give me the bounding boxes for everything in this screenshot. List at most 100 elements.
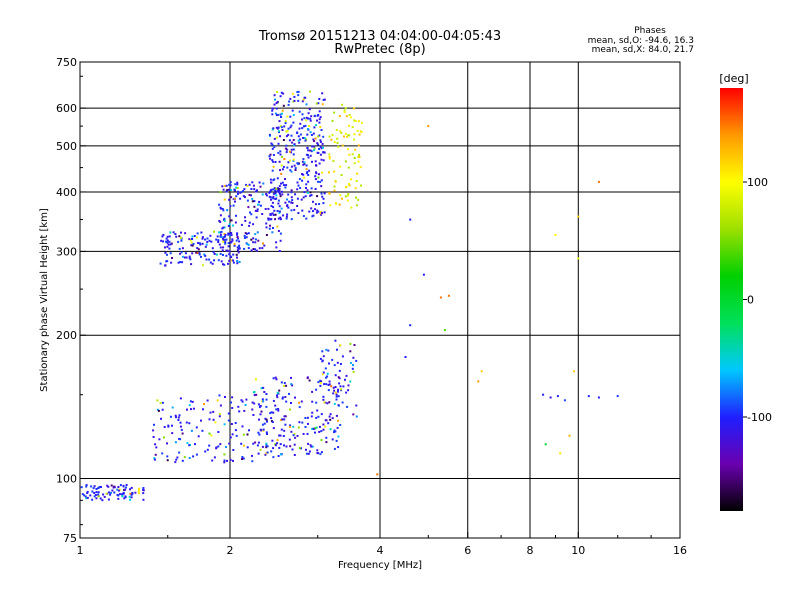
data-point [298,447,301,450]
data-point [301,160,304,163]
data-point [222,226,225,229]
data-point [223,453,226,456]
data-point [130,486,133,489]
data-point [293,99,296,102]
data-point [251,408,254,411]
data-point [280,164,283,167]
data-point [265,405,268,408]
data-point [237,237,240,240]
data-point [409,218,412,221]
y-tick-label: 200 [56,329,77,342]
data-point [327,384,330,386]
data-point [320,147,323,150]
data-point [91,490,94,493]
data-point [271,439,274,442]
data-point [267,218,270,221]
data-point [544,443,547,446]
data-point [309,117,312,120]
data-point [302,433,305,435]
data-point [165,260,168,263]
data-point [97,486,100,489]
data-point [129,492,132,495]
data-point [310,134,313,136]
data-point [315,102,318,105]
data-point [200,419,202,422]
data-point [274,161,277,163]
data-point [85,497,88,500]
data-point [319,145,322,148]
data-point [351,367,354,370]
data-point [138,487,141,490]
data-point [354,120,357,123]
data-point [278,188,281,190]
data-point [101,499,104,502]
data-point [256,444,259,447]
data-point [270,188,273,191]
data-point [236,181,239,184]
data-point [236,232,239,235]
data-point [218,413,221,416]
data-point [305,103,308,106]
data-point [281,112,283,115]
data-point [345,391,348,394]
data-point [321,211,323,214]
data-point [217,239,220,242]
data-point [165,237,168,240]
data-point [274,404,277,407]
data-point [243,234,246,237]
data-point [334,374,337,377]
data-point [352,370,355,373]
data-point [125,486,127,489]
data-point [276,177,279,180]
data-point [276,442,279,445]
data-point [542,393,545,396]
data-point [160,239,163,242]
data-point [286,166,289,169]
data-point [341,103,344,106]
data-point [236,262,239,265]
data-point [332,160,335,163]
data-point [278,185,281,188]
colorbar-tick-label: 100 [747,176,768,189]
data-point [347,193,350,196]
data-point [341,197,343,200]
data-point [156,399,159,402]
data-point [319,384,322,387]
data-point [273,146,276,148]
data-point [184,252,187,255]
data-point [310,150,313,153]
data-point [311,160,313,163]
data-point [272,127,275,130]
data-point [333,389,336,392]
data-point [228,215,231,218]
data-point [355,180,358,182]
data-point [170,261,173,264]
data-point [223,226,226,229]
data-point [217,259,220,262]
data-point [270,142,273,145]
data-point [272,411,275,414]
data-point [247,206,250,209]
data-point [178,235,181,238]
data-point [341,401,344,404]
data-point [278,211,281,214]
data-point [272,192,275,195]
data-point [310,194,313,197]
x-axis-label: Frequency [MHz] [338,560,422,571]
data-point [209,234,212,237]
data-point [224,241,227,244]
data-point [168,240,171,243]
data-point [304,124,307,127]
data-point [166,442,168,445]
data-point [219,235,222,238]
data-point [196,252,199,254]
data-point [265,446,268,449]
data-point [243,247,246,250]
data-point [337,404,340,407]
data-point [241,456,244,458]
data-point [276,114,278,117]
data-point [358,133,361,136]
data-point [288,139,291,142]
data-point [84,495,87,498]
data-point [273,103,276,106]
